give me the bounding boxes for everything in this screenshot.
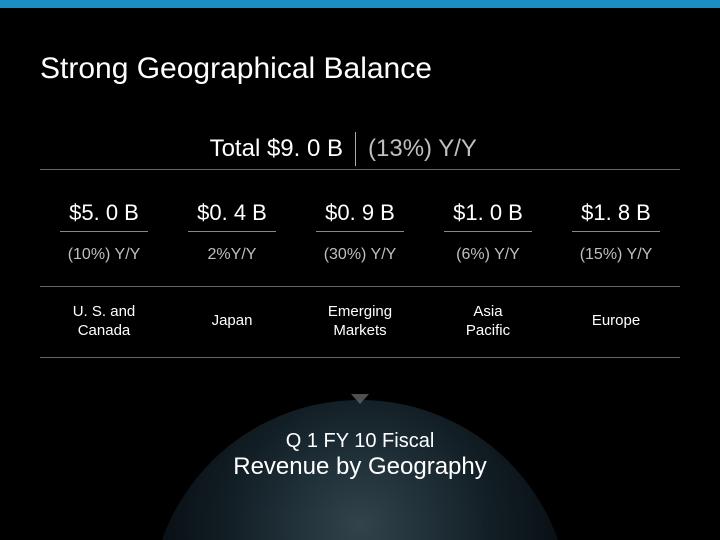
region-cell: Europe <box>552 287 680 357</box>
value-cell: $1. 0 B <box>424 190 552 232</box>
caption-line2: Revenue by Geography <box>0 453 720 481</box>
region-row: U. S. and Canada Japan Emerging Markets … <box>40 286 680 358</box>
region-cell: Asia Pacific <box>424 287 552 357</box>
total-value: Total $9. 0 B <box>40 135 355 163</box>
region-cell: Emerging Markets <box>296 287 424 357</box>
total-row: Total $9. 0 B (13%) Y/Y <box>40 128 680 170</box>
caption-line1: Q 1 FY 10 Fiscal <box>0 430 720 453</box>
region-line1: U. S. and <box>73 303 136 322</box>
geo-table: $5. 0 B $0. 4 B $0. 9 B $1. 0 B $1. 8 B … <box>40 190 680 358</box>
region-cell: U. S. and Canada <box>40 287 168 357</box>
value-cell: $0. 4 B <box>168 190 296 232</box>
yoy-cell: (15%) Y/Y <box>552 232 680 286</box>
region-line2: Pacific <box>466 322 510 341</box>
value-cell: $1. 8 B <box>552 190 680 232</box>
value-cell: $5. 0 B <box>40 190 168 232</box>
value-row: $5. 0 B $0. 4 B $0. 9 B $1. 0 B $1. 8 B <box>40 190 680 232</box>
yoy-cell: 2%Y/Y <box>168 232 296 286</box>
region-line1: Japan <box>212 312 253 331</box>
region-line1: Asia <box>473 303 502 322</box>
accent-bar <box>0 0 720 8</box>
chart-caption: Q 1 FY 10 Fiscal Revenue by Geography <box>0 430 720 481</box>
total-yoy: (13%) Y/Y <box>356 135 477 163</box>
value-cell: $0. 9 B <box>296 190 424 232</box>
region-line2: Canada <box>78 322 131 341</box>
region-line1: Emerging <box>328 303 392 322</box>
yoy-cell: (30%) Y/Y <box>296 232 424 286</box>
region-line1: Europe <box>592 312 640 331</box>
yoy-row: (10%) Y/Y 2%Y/Y (30%) Y/Y (6%) Y/Y (15%)… <box>40 232 680 286</box>
yoy-cell: (6%) Y/Y <box>424 232 552 286</box>
region-line2: Markets <box>333 322 386 341</box>
region-cell: Japan <box>168 287 296 357</box>
page-title: Strong Geographical Balance <box>40 52 432 86</box>
yoy-cell: (10%) Y/Y <box>40 232 168 286</box>
